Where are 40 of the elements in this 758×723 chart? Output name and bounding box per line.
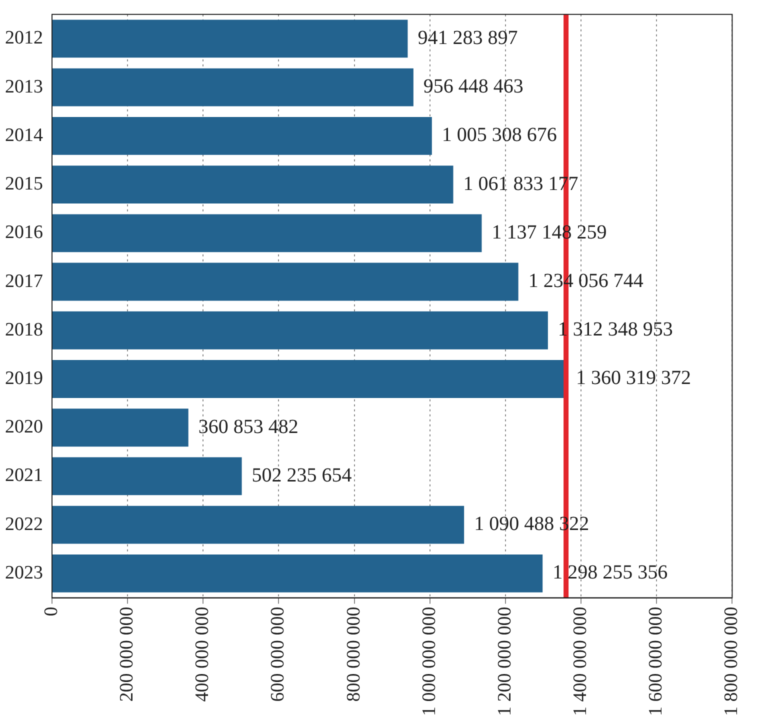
bar (52, 457, 242, 496)
y-tick-label: 2015 (5, 174, 43, 195)
bar (52, 166, 454, 204)
bar (52, 506, 464, 544)
x-tick-label: 1 000 000 000 (418, 606, 440, 716)
bar (52, 554, 543, 592)
bar (52, 262, 518, 301)
data-label: 502 235 654 (252, 464, 352, 486)
data-label: 1 360 319 372 (576, 367, 692, 390)
y-tick-label: 2018 (5, 319, 43, 340)
bar (52, 20, 408, 58)
bar (52, 116, 432, 155)
x-tick-label: 1 200 000 000 (494, 606, 516, 716)
bar (52, 68, 414, 106)
x-tick-label: 1 800 000 000 (721, 606, 742, 716)
y-tick-label: 2013 (5, 76, 43, 98)
bar (52, 214, 482, 252)
y-tick-label: 2019 (5, 368, 43, 389)
data-label: 360 853 482 (198, 416, 298, 438)
x-tick-label: 400 000 000 (192, 606, 214, 702)
y-tick-label: 2016 (5, 222, 43, 244)
y-tick-label: 2014 (5, 124, 44, 146)
y-tick-label: 2017 (5, 270, 43, 292)
x-tick-label: 200 000 000 (116, 606, 138, 702)
y-tick-label: 2020 (5, 416, 43, 438)
x-tick-label: 800 000 000 (343, 606, 364, 702)
y-tick-label: 2022 (5, 514, 43, 535)
data-label: 1 005 308 676 (442, 124, 557, 146)
data-label: 1 298 255 356 (552, 562, 668, 584)
y-tick-label: 2023 (5, 562, 43, 584)
x-tick-label: 0 (40, 606, 62, 616)
data-label: 956 448 463 (423, 76, 524, 98)
bar (52, 311, 548, 350)
x-tick-label: 1 600 000 000 (646, 606, 667, 716)
x-tick-label: 1 400 000 000 (570, 606, 592, 716)
y-tick-label: 2021 (5, 465, 43, 486)
bar (52, 408, 188, 447)
x-tick-label: 600 000 000 (268, 606, 289, 702)
data-label: 941 283 897 (418, 26, 518, 49)
y-tick-label: 2012 (5, 28, 43, 49)
